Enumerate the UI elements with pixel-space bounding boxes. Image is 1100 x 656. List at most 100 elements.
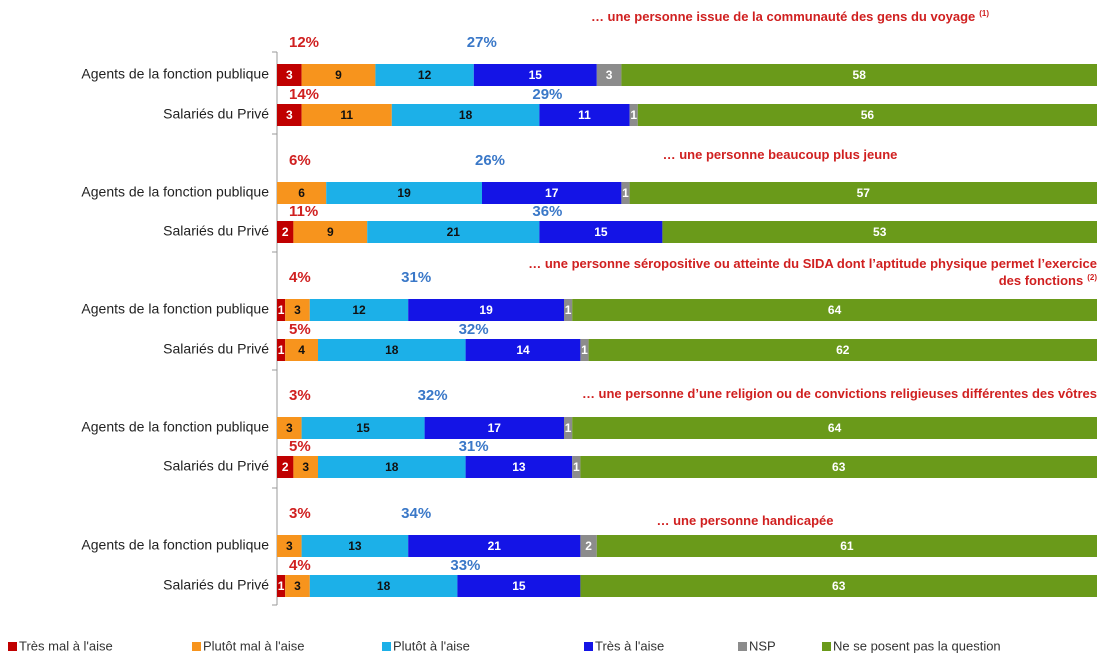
group-title-text: … une personne séropositive ou atteinte …: [528, 256, 1097, 271]
bar-segment: [277, 417, 302, 439]
segment-label: 1: [565, 303, 572, 317]
bar-segment: [572, 299, 1097, 321]
segment-label: 14: [516, 343, 530, 357]
bar-segment: [293, 221, 368, 243]
bar-segment: [482, 182, 622, 204]
segment-label: 57: [857, 186, 871, 200]
group-title-text: … une personne beaucoup plus jeune: [663, 147, 898, 162]
row-label: Agents de la fonction publique: [81, 301, 269, 317]
group-title: … une personne handicapée: [657, 513, 834, 528]
segment-label: 1: [565, 421, 572, 435]
row-label: Agents de la fonction publique: [81, 537, 269, 553]
legend-label: Plutôt à l'aise: [393, 638, 470, 653]
segment-label: 64: [828, 421, 842, 435]
segment-label: 9: [335, 68, 342, 82]
bar-segment: [629, 182, 1097, 204]
row-label: Agents de la fonction publique: [81, 66, 269, 82]
segment-label: 13: [348, 539, 362, 553]
group-title-text: … une personne d’une religion ou de conv…: [582, 386, 1097, 401]
bar-segment: [572, 456, 581, 478]
mal-total-label: 4%: [289, 269, 311, 286]
bar-segment: [465, 456, 573, 478]
bar-segment: [285, 339, 318, 361]
segment-label: 1: [630, 108, 637, 122]
segment-label: 18: [385, 343, 399, 357]
segment-label: 63: [832, 460, 846, 474]
bar-segment: [629, 104, 638, 126]
segment-label: 2: [282, 460, 289, 474]
bar-segment: [277, 64, 302, 86]
legend-swatch: [382, 642, 391, 651]
segment-label: 11: [578, 108, 591, 122]
bar-segment: [301, 535, 409, 557]
segment-label: 3: [286, 68, 293, 82]
mal-total-label: 14%: [289, 86, 319, 103]
segment-label: 63: [832, 579, 846, 593]
segment-label: 4: [298, 343, 305, 357]
bar-segment: [580, 339, 589, 361]
segment-label: 56: [861, 108, 875, 122]
segment-label: 58: [853, 68, 867, 82]
bar-segment: [662, 221, 1097, 243]
aise-total-label: 31%: [459, 438, 489, 455]
bar-segment: [580, 575, 1097, 597]
segment-label: 3: [286, 421, 293, 435]
legend-swatch: [738, 642, 747, 651]
bar-segment: [375, 64, 474, 86]
row-label: Salariés du Privé: [163, 577, 269, 593]
segment-label: 1: [573, 460, 580, 474]
segment-label: 62: [836, 343, 850, 357]
aise-total-label: 36%: [532, 203, 562, 220]
segment-label: 13: [512, 460, 526, 474]
mal-total-label: 6%: [289, 152, 311, 169]
segment-label: 61: [840, 539, 854, 553]
segment-label: 11: [340, 108, 353, 122]
segment-label: 12: [352, 303, 366, 317]
bar-segment: [277, 456, 294, 478]
group-title: … une personne séropositive ou atteinte …: [528, 256, 1097, 271]
row-label: Agents de la fonction publique: [81, 419, 269, 435]
group-title: … une personne issue de la communauté de…: [591, 9, 989, 24]
group-title-text: … une personne handicapée: [657, 513, 834, 528]
bar-segment: [596, 535, 1097, 557]
segment-label: 6: [298, 186, 305, 200]
row-label: Salariés du Privé: [163, 458, 269, 474]
bar-segment: [408, 299, 564, 321]
bar-segment: [285, 299, 310, 321]
bar-segment: [309, 575, 458, 597]
segment-label: 15: [512, 579, 526, 593]
bar-segment: [596, 64, 622, 86]
row-label: Salariés du Privé: [163, 223, 269, 239]
row-label: Salariés du Privé: [163, 106, 269, 122]
segment-label: 2: [282, 225, 289, 239]
mal-total-label: 3%: [289, 387, 311, 404]
legend-swatch: [192, 642, 201, 651]
group-title-text: … une personne issue de la communauté de…: [591, 9, 975, 24]
bar-segment: [572, 417, 1097, 439]
group-title: … une personne beaucoup plus jeune: [663, 147, 898, 162]
legend-label: Très mal à l'aise: [19, 638, 113, 653]
row-label: Salariés du Privé: [163, 341, 269, 357]
aise-total-label: 32%: [459, 321, 489, 338]
aise-total-label: 27%: [467, 34, 497, 51]
bar-segment: [424, 417, 564, 439]
bar-segment: [621, 64, 1097, 86]
segment-label: 17: [545, 186, 559, 200]
mal-total-label: 4%: [289, 557, 311, 574]
legend-label: Ne se posent pas la question: [833, 638, 1001, 653]
bar-segment: [539, 221, 663, 243]
segment-label: 3: [302, 460, 309, 474]
bar-segment: [457, 575, 581, 597]
segment-label: 1: [581, 343, 588, 357]
segment-label: 1: [278, 579, 285, 593]
bar-segment: [408, 535, 581, 557]
mal-total-label: 11%: [289, 203, 318, 220]
aise-total-label: 31%: [401, 269, 431, 286]
aise-total-label: 32%: [418, 387, 448, 404]
legend-label: Très à l'aise: [595, 638, 664, 653]
legend-swatch: [8, 642, 17, 651]
bar-segment: [580, 456, 1097, 478]
segment-label: 15: [594, 225, 608, 239]
mal-total-label: 5%: [289, 321, 311, 338]
segment-label: 3: [294, 303, 301, 317]
